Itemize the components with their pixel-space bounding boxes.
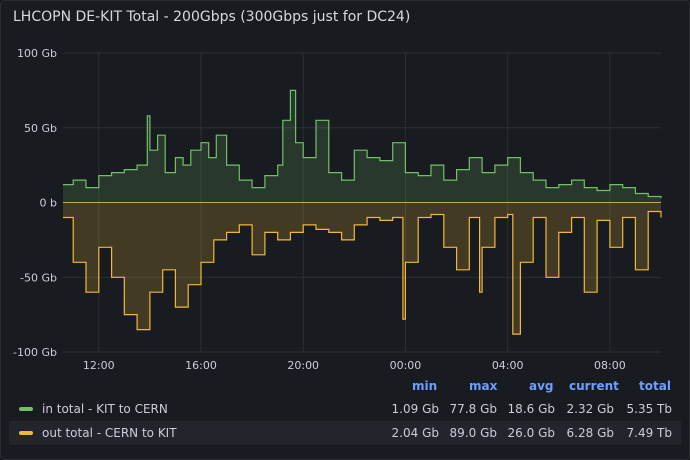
- y-tick-label: 100 Gb: [17, 47, 57, 60]
- time-series-chart[interactable]: 100 Gb 50 Gb 0 b -50 Gb -100 Gb 12:00 16:00 20:…: [1, 1, 690, 373]
- legend-series-name[interactable]: in total - KIT to CERN: [42, 402, 168, 416]
- legend-row-in[interactable]: in total - KIT to CERN 1.09 Gb 77.8 Gb 1…: [9, 397, 681, 421]
- x-tick-label: 04:00: [492, 359, 524, 372]
- series-in-line: [63, 89, 662, 198]
- legend-min: 2.04 Gb: [391, 426, 439, 440]
- x-tick-label: 00:00: [390, 359, 422, 372]
- legend-row-out[interactable]: out total - CERN to KIT 2.04 Gb 89.0 Gb …: [9, 421, 681, 445]
- panel-title[interactable]: LHCOPN DE-KIT Total - 200Gbps (300Gbps j…: [13, 9, 411, 25]
- x-tick-label: 20:00: [287, 359, 319, 372]
- legend-header-total[interactable]: total: [639, 379, 671, 393]
- legend-header-min[interactable]: min: [412, 379, 438, 393]
- y-tick-label: -100 Gb: [13, 346, 57, 359]
- legend-total: 5.35 Tb: [626, 402, 672, 416]
- series-out-line: [63, 210, 662, 335]
- legend-total: 7.49 Tb: [626, 426, 672, 440]
- x-tick-label: 08:00: [594, 359, 626, 372]
- legend-series-name[interactable]: out total - CERN to KIT: [42, 426, 177, 440]
- y-tick-label: -50 Gb: [20, 271, 57, 284]
- series-out-area: [63, 202, 661, 335]
- legend-header-current[interactable]: current: [569, 379, 619, 393]
- legend-swatch-out: [19, 431, 33, 435]
- legend-min: 1.09 Gb: [391, 402, 439, 416]
- legend-current: 6.28 Gb: [566, 426, 614, 440]
- legend-avg: 26.0 Gb: [507, 426, 555, 440]
- y-tick-label: 50 Gb: [24, 122, 57, 135]
- legend-max: 89.0 Gb: [449, 426, 497, 440]
- y-tick-label: 0 b: [40, 197, 57, 210]
- legend-swatch-in: [19, 407, 33, 411]
- legend-header: min max avg current total: [9, 375, 681, 397]
- legend-table: min max avg current total in total - KIT…: [9, 375, 681, 445]
- legend-max: 77.8 Gb: [449, 402, 497, 416]
- series-in-area: [63, 90, 661, 203]
- x-tick-label: 12:00: [83, 359, 115, 372]
- x-tick-label: 16:00: [185, 359, 217, 372]
- legend-header-avg[interactable]: avg: [529, 379, 554, 393]
- legend-current: 2.32 Gb: [566, 402, 614, 416]
- legend-header-max[interactable]: max: [469, 379, 498, 393]
- legend-avg: 18.6 Gb: [507, 402, 555, 416]
